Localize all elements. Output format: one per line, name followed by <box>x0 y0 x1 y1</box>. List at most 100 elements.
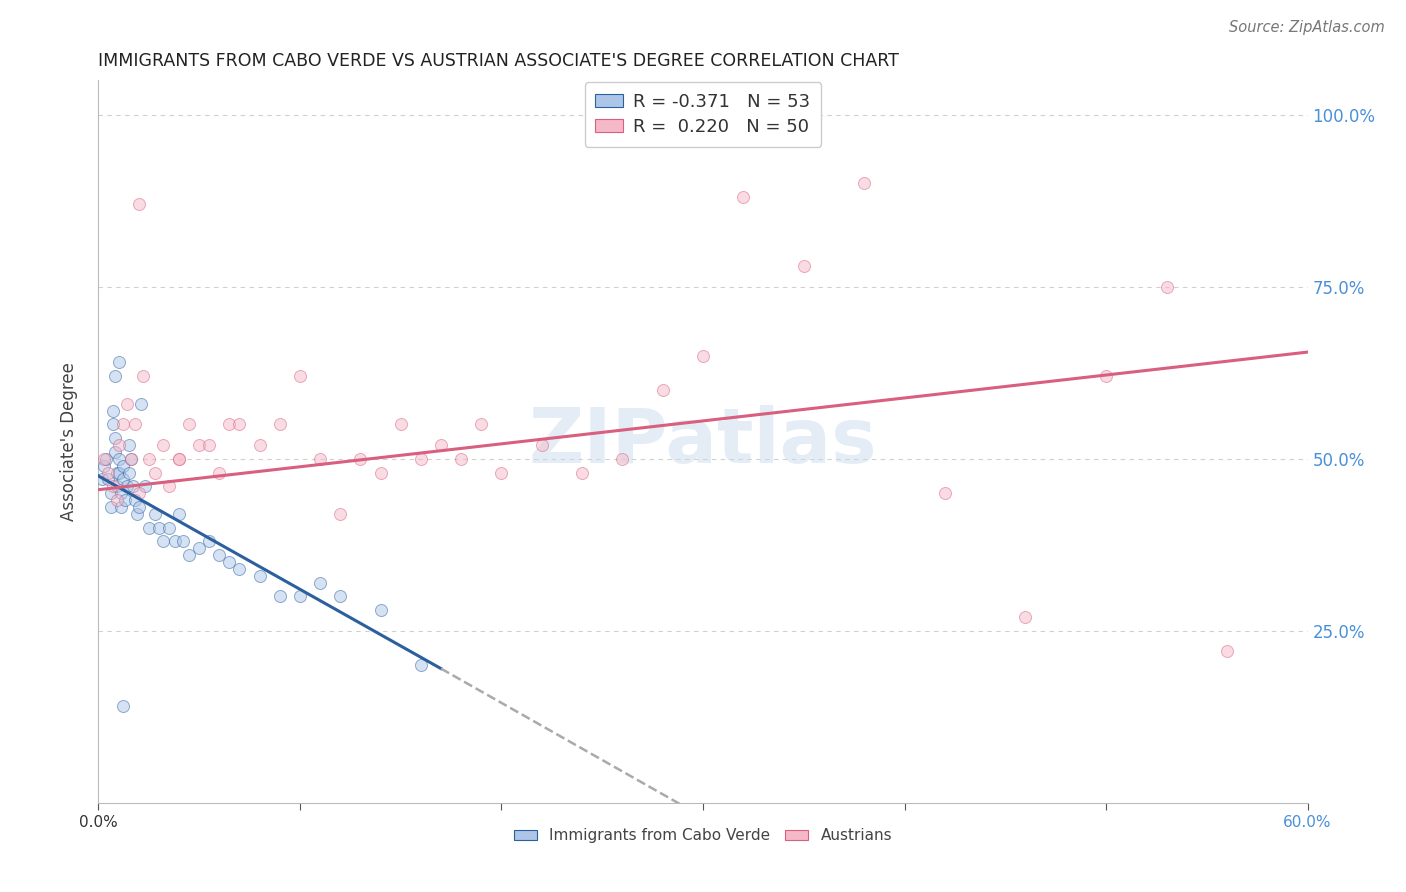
Point <box>218 555 240 569</box>
Point <box>120 451 142 466</box>
Point <box>128 486 150 500</box>
Point <box>1216 644 1239 658</box>
Point <box>329 507 352 521</box>
Point <box>105 493 128 508</box>
Point <box>115 479 138 493</box>
Point <box>188 541 211 556</box>
Point <box>167 451 190 466</box>
Point <box>132 369 155 384</box>
Point <box>228 562 250 576</box>
Point <box>1156 279 1178 293</box>
Point <box>188 438 211 452</box>
Text: IMMIGRANTS FROM CABO VERDE VS AUSTRIAN ASSOCIATE'S DEGREE CORRELATION CHART: IMMIGRANTS FROM CABO VERDE VS AUSTRIAN A… <box>98 53 900 70</box>
Point <box>491 466 513 480</box>
Point <box>138 520 160 534</box>
Point <box>370 603 392 617</box>
Point <box>389 417 412 432</box>
Point <box>148 520 170 534</box>
Point <box>124 417 146 432</box>
Point <box>103 431 125 445</box>
Point <box>125 507 148 521</box>
Point <box>198 534 221 549</box>
Point <box>100 500 122 514</box>
Point <box>152 438 174 452</box>
Point <box>692 349 714 363</box>
Point <box>111 417 134 432</box>
Point <box>101 403 124 417</box>
Point <box>218 417 240 432</box>
Point <box>118 466 141 480</box>
Point <box>1095 369 1118 384</box>
Point <box>157 520 180 534</box>
Text: ZIPatlas: ZIPatlas <box>529 405 877 478</box>
Point <box>111 458 134 473</box>
Point <box>91 472 114 486</box>
Point <box>409 451 432 466</box>
Point <box>110 500 132 514</box>
Point <box>152 534 174 549</box>
Point <box>120 451 142 466</box>
Point <box>530 438 553 452</box>
Point <box>198 438 221 452</box>
Point <box>129 397 152 411</box>
Point <box>163 534 186 549</box>
Point <box>128 197 150 211</box>
Point <box>179 548 201 562</box>
Point <box>470 417 492 432</box>
Point <box>111 699 134 714</box>
Point <box>249 568 271 582</box>
Point <box>143 507 166 521</box>
Point <box>172 534 194 549</box>
Point <box>124 493 146 508</box>
Point <box>430 438 453 452</box>
Point <box>111 472 134 486</box>
Point <box>118 438 141 452</box>
Point <box>134 479 156 493</box>
Point <box>167 451 190 466</box>
Point <box>288 590 311 604</box>
Point <box>138 451 160 466</box>
Point <box>179 417 201 432</box>
Point <box>143 466 166 480</box>
Point <box>349 451 371 466</box>
Point <box>208 466 231 480</box>
Point <box>309 451 332 466</box>
Point <box>100 486 122 500</box>
Point <box>651 383 673 397</box>
Point <box>329 590 352 604</box>
Point <box>103 369 125 384</box>
Point <box>101 479 124 493</box>
Point <box>110 486 132 500</box>
Point <box>1014 610 1036 624</box>
Point <box>733 190 755 204</box>
Point <box>167 507 190 521</box>
Point <box>114 493 136 508</box>
Point <box>101 417 124 432</box>
Point <box>97 472 120 486</box>
Point <box>93 451 115 466</box>
Point <box>107 451 129 466</box>
Point <box>228 417 250 432</box>
Point <box>288 369 311 384</box>
Point <box>93 458 115 473</box>
Point <box>571 466 593 480</box>
Point <box>105 466 128 480</box>
Point <box>103 445 125 459</box>
Point <box>249 438 271 452</box>
Point <box>97 466 120 480</box>
Point <box>107 466 129 480</box>
Point <box>269 417 291 432</box>
Point <box>115 397 138 411</box>
Point <box>853 177 876 191</box>
Point <box>121 479 143 493</box>
Point <box>269 590 291 604</box>
Point <box>107 355 129 369</box>
Point <box>409 658 432 673</box>
Point <box>96 451 118 466</box>
Point <box>793 259 815 273</box>
Point <box>612 451 634 466</box>
Y-axis label: Associate's Degree: Associate's Degree <box>59 362 77 521</box>
Point <box>208 548 231 562</box>
Point <box>128 500 150 514</box>
Legend: Immigrants from Cabo Verde, Austrians: Immigrants from Cabo Verde, Austrians <box>508 822 898 849</box>
